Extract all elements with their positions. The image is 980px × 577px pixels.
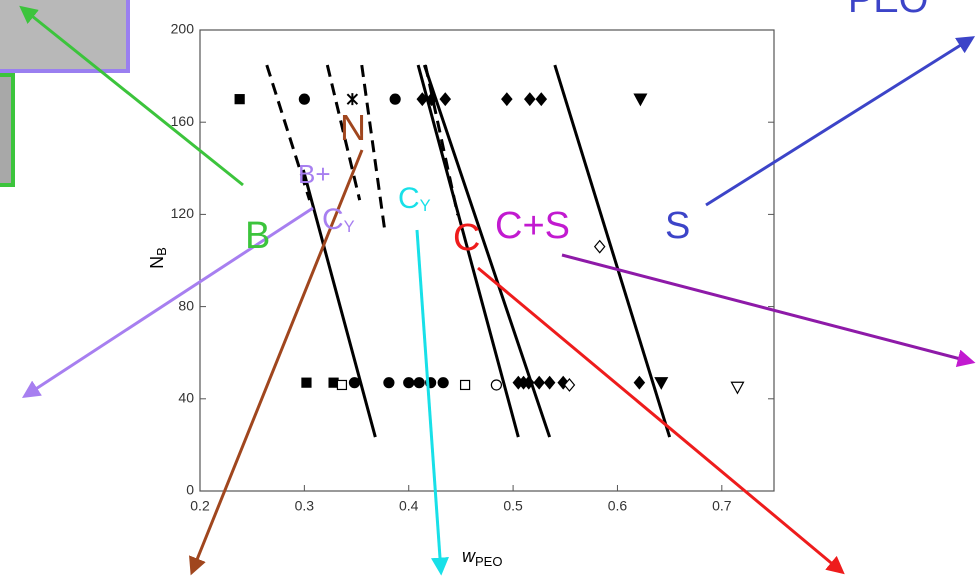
y-axis-label: NB xyxy=(147,247,170,269)
x-tick-label: 0.5 xyxy=(503,498,523,514)
arrow xyxy=(705,36,976,207)
phase-label-text: S xyxy=(665,205,690,247)
y-tick-label: 200 xyxy=(171,21,195,37)
phase-label-text: C xyxy=(398,182,420,215)
data-point xyxy=(234,94,245,105)
phase-label: N xyxy=(340,107,366,148)
data-point xyxy=(535,92,548,107)
x-tick-label: 0.4 xyxy=(399,498,419,514)
data-point xyxy=(524,92,536,107)
x-axis-label-main: w xyxy=(462,546,476,566)
phase-boundary xyxy=(423,64,460,216)
arrow xyxy=(21,206,314,398)
phase-label-text: N xyxy=(340,107,366,148)
phase-label-text: B xyxy=(245,215,270,257)
x-tick-label: 0.7 xyxy=(712,498,732,514)
phase-label-sub: Y xyxy=(420,197,431,215)
data-point xyxy=(633,93,648,107)
arrow xyxy=(189,149,364,576)
arrow xyxy=(561,253,976,368)
data-point xyxy=(533,375,545,390)
data-point xyxy=(633,375,646,390)
data-point xyxy=(328,377,339,388)
data-point xyxy=(416,92,429,107)
data-point xyxy=(383,377,395,389)
data-point xyxy=(389,93,401,105)
phase-label-sub: Y xyxy=(344,218,355,236)
phase-boundary xyxy=(422,64,552,438)
inset-image xyxy=(0,0,130,73)
data-point xyxy=(301,377,312,388)
data-point xyxy=(425,92,438,107)
phase-label: C xyxy=(453,217,480,259)
data-point xyxy=(490,379,502,391)
data-point xyxy=(730,381,745,395)
arrow xyxy=(19,5,244,187)
phase-label: S xyxy=(665,205,690,247)
data-point xyxy=(654,377,669,390)
x-tick-label: 0.3 xyxy=(295,498,315,514)
x-tick-label: 0.2 xyxy=(190,498,210,514)
phase-label: CY xyxy=(398,182,431,215)
y-tick-label: 40 xyxy=(178,390,194,406)
data-point xyxy=(459,379,471,391)
phase-label: B+ xyxy=(298,159,331,189)
data-point xyxy=(543,375,556,390)
data-point xyxy=(298,93,310,105)
phase-label-text: B+ xyxy=(298,159,331,189)
phase-label: B xyxy=(245,215,270,257)
phase-label: CY xyxy=(322,203,355,236)
data-point xyxy=(437,377,449,389)
data-point xyxy=(522,375,535,390)
inset-image xyxy=(0,73,15,187)
phase-label-text: PEO xyxy=(848,0,928,21)
arrow xyxy=(415,229,449,576)
phase-label: C+S xyxy=(495,205,570,247)
data-point xyxy=(501,92,513,107)
phase-label-text: C+S xyxy=(495,205,570,247)
data-point xyxy=(413,377,425,389)
data-point xyxy=(336,379,348,391)
phase-boundary xyxy=(360,64,387,231)
y-axis-label-main: N xyxy=(147,256,167,269)
y-axis-label-sub: B xyxy=(154,247,169,256)
arrow xyxy=(477,266,845,575)
phase-boundary xyxy=(416,64,520,438)
data-point xyxy=(563,378,576,392)
y-tick-label: 160 xyxy=(171,113,195,129)
plot-frame xyxy=(199,29,775,492)
x-tick-label: 0.6 xyxy=(608,498,628,514)
phase-boundary xyxy=(325,64,362,201)
data-point xyxy=(346,93,359,106)
y-tick-label: 0 xyxy=(186,482,194,498)
y-tick-label: 120 xyxy=(171,205,195,221)
y-tick-label: 80 xyxy=(178,297,194,313)
phase-boundary xyxy=(301,169,377,438)
phase-boundary xyxy=(553,64,672,438)
data-point xyxy=(403,377,415,389)
phase-label-text: C xyxy=(453,217,480,259)
phase-label: PEO xyxy=(848,0,928,21)
phase-label-text: C xyxy=(322,203,344,236)
data-point xyxy=(593,239,606,254)
phase-boundary xyxy=(265,64,312,201)
x-axis-label: wPEO xyxy=(462,546,502,570)
data-point xyxy=(348,377,361,389)
x-axis-label-sub: PEO xyxy=(475,554,502,569)
data-point xyxy=(439,92,452,107)
